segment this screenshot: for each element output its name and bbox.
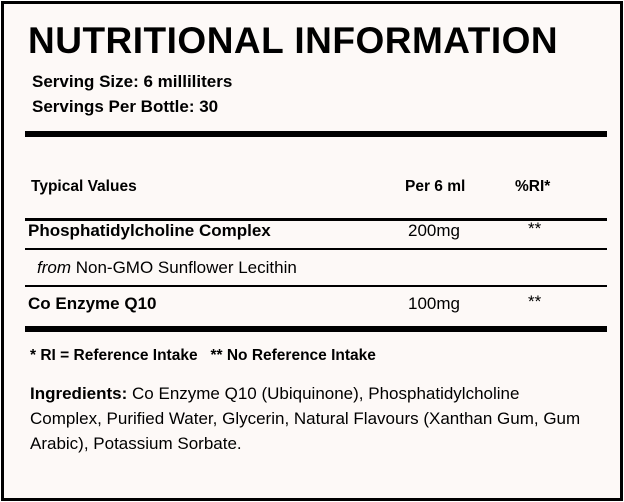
serving-size: Serving Size: 6 milliliters <box>32 72 233 91</box>
divider-thick <box>25 326 607 332</box>
ingredients-text: Co Enzyme Q10 (Ubiquinone), Phosphatidyl… <box>30 384 581 453</box>
divider <box>25 218 607 221</box>
row-name: Phosphatidylcholine Complex <box>28 221 271 240</box>
row-source-prefix: from <box>37 258 71 277</box>
row-source: from Non-GMO Sunflower Lecithin <box>37 258 297 278</box>
row-name: Co Enzyme Q10 <box>28 294 157 313</box>
row-ri: ** <box>528 219 542 238</box>
divider-thick <box>25 131 607 137</box>
servings-per-bottle: Servings Per Bottle: 30 <box>32 97 219 116</box>
header-ri: %RI* <box>515 178 551 195</box>
footnote: * RI = Reference Intake ** No Reference … <box>30 347 376 364</box>
header-typical-values: Typical Values <box>31 178 137 195</box>
row-ri: ** <box>528 292 542 311</box>
row-amount: 200mg <box>408 221 460 240</box>
divider <box>25 285 607 287</box>
ingredients-label: Ingredients: <box>30 384 128 403</box>
header-per-6ml: Per 6 ml <box>405 178 466 195</box>
ingredients: Ingredients: Co Enzyme Q10 (Ubiquinone),… <box>30 381 590 456</box>
label-title: NUTRITIONAL INFORMATION <box>28 20 559 61</box>
row-amount: 100mg <box>408 294 460 313</box>
row-source-name: Non-GMO Sunflower Lecithin <box>75 258 297 277</box>
divider <box>25 248 607 250</box>
